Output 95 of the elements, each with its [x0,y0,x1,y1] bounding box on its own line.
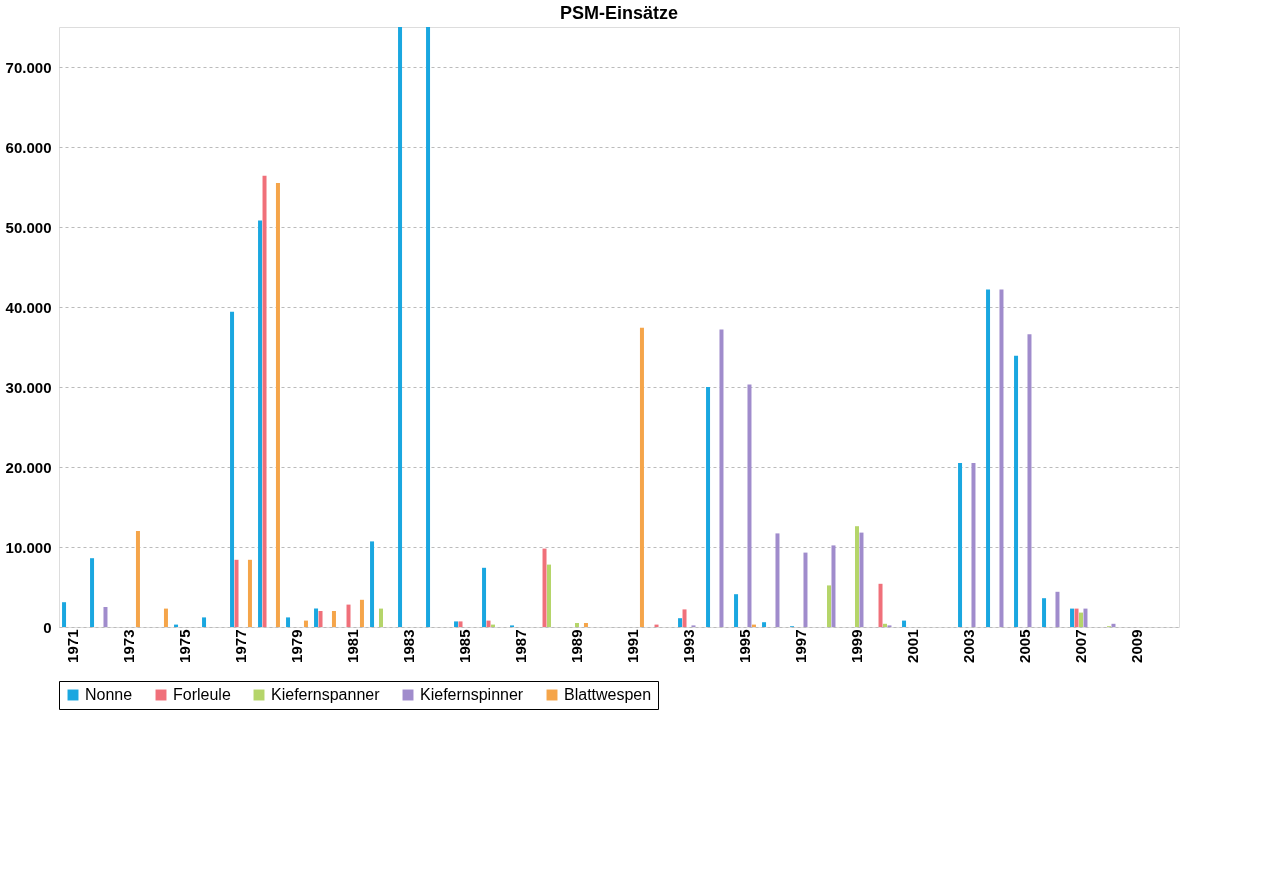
x-tick-label: 1989 [568,629,585,663]
bar [831,545,836,627]
bar [775,533,780,627]
bar [762,622,767,627]
bar [803,552,808,627]
bar [971,463,976,627]
bar [1055,591,1060,627]
bar [458,621,463,627]
bar [482,567,487,627]
bar [234,559,239,627]
bar [734,594,739,627]
x-tick-label: 2005 [1016,629,1033,663]
chart-title: PSM-Einsätze [559,3,679,23]
x-tick-label: 1971 [64,629,81,663]
x-tick-label: 1977 [232,629,249,663]
x-tick-label: 1999 [848,629,865,663]
bar [1083,608,1088,627]
x-tick-label: 1993 [680,629,697,663]
legend-label: Nonne [85,686,133,703]
legend-label: Kiefernspanner [271,686,381,703]
bar [346,604,351,627]
bar [575,623,579,627]
bar [90,558,95,627]
y-tick-label: 10.000 [5,538,52,556]
bar [1027,334,1032,627]
bar [902,620,907,627]
y-tick-label: 70.000 [5,58,52,76]
y-tick-label: 40.000 [5,298,52,316]
legend-label: Kiefernspinner [420,686,524,703]
bar [583,623,588,627]
bar [706,387,711,627]
bar [827,585,831,627]
bar [331,611,336,627]
bar [958,463,963,627]
bar [202,617,207,627]
bar [542,548,547,627]
bar [747,384,752,627]
y-tick-label: 50.000 [5,218,52,236]
bar [1070,608,1075,627]
bar [286,617,291,627]
bar [359,599,364,627]
bar [398,27,403,627]
y-tick-label: 30.000 [5,378,52,396]
bar [878,583,883,627]
bar [318,611,323,627]
bar [1042,598,1047,627]
bar [163,608,168,627]
bar [426,27,431,627]
bar [682,609,687,627]
bar [314,608,319,627]
bar [103,607,108,627]
y-tick-label: 20.000 [5,458,52,476]
bar [855,526,859,627]
bar [639,327,644,627]
x-tick-label: 1991 [624,629,641,663]
y-tick-label: 0 [43,618,52,636]
bar [303,620,308,627]
bar [859,532,864,627]
x-tick-label: 1973 [120,629,137,663]
x-tick-label: 1975 [176,629,193,663]
bar [1074,608,1079,627]
bar [230,311,235,627]
x-tick-label: 1985 [456,629,473,663]
x-tick-label: 2007 [1072,629,1089,663]
bar [275,183,280,627]
x-tick-label: 1979 [288,629,305,663]
y-tick-label: 60.000 [5,138,52,156]
bar [547,564,551,627]
bar [247,559,252,627]
legend-label: Blattwespen [564,686,652,703]
bar [1014,355,1019,627]
x-tick-label: 2009 [1128,629,1145,663]
bar [678,618,683,627]
x-tick-label: 1997 [792,629,809,663]
bar [986,289,991,627]
bar [379,608,383,627]
bar [719,329,724,627]
bar [486,620,491,627]
bar [883,623,887,627]
bar [1111,623,1116,627]
bar [999,289,1004,627]
bar [262,175,267,627]
x-tick-label: 1983 [400,629,417,663]
x-tick-label: 1981 [344,629,361,663]
x-tick-label: 1987 [512,629,529,663]
bar [454,621,459,627]
legend-label: Forleule [173,686,231,703]
bar [370,541,375,627]
bar [62,602,67,627]
x-tick-label: 2003 [960,629,977,663]
x-tick-label: 1995 [736,629,753,663]
bar [1079,612,1083,627]
bar [135,531,140,627]
x-tick-label: 2001 [904,629,921,663]
bar [258,220,263,627]
